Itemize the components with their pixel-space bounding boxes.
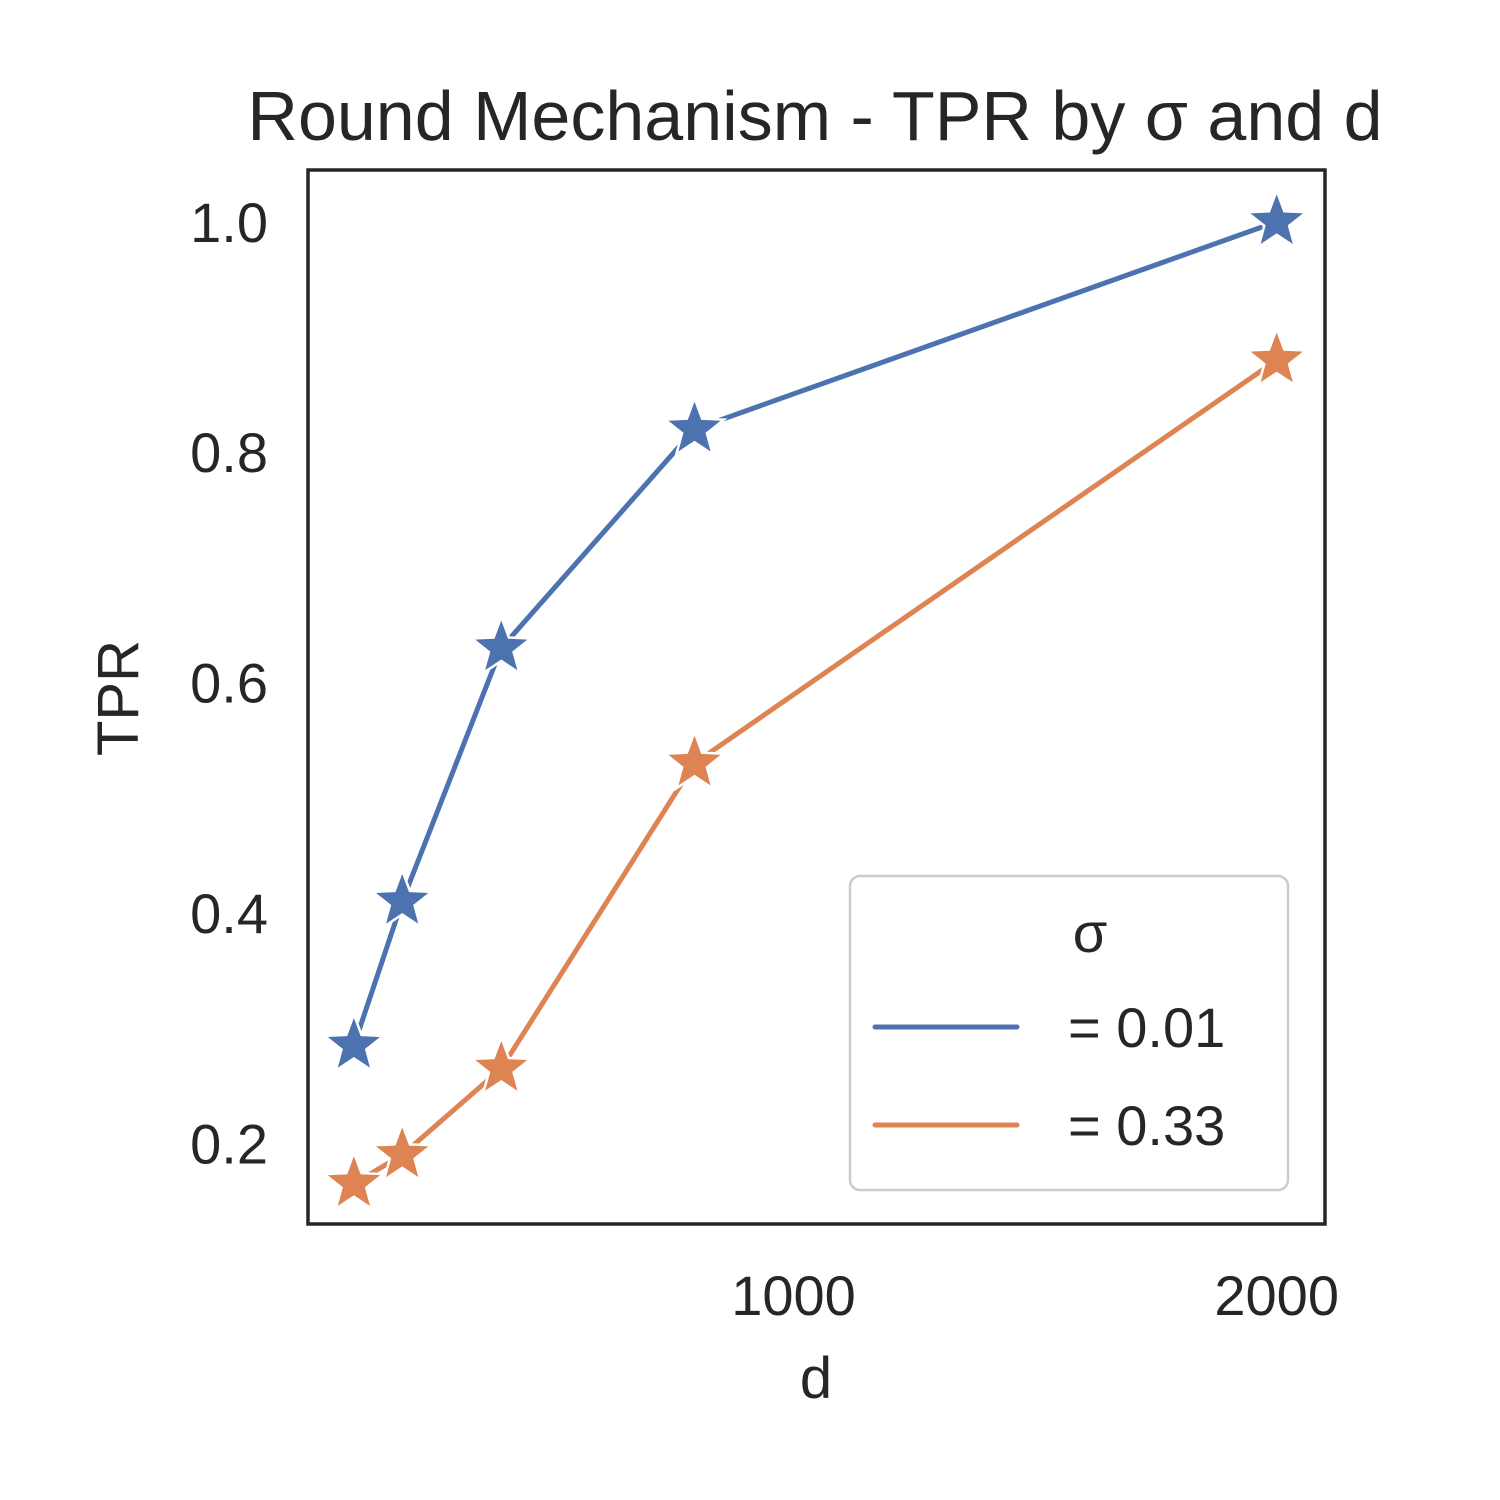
y-tick-label: 0.4 [190,882,268,945]
x-tick-label: 1000 [731,1264,856,1327]
legend-label: = 0.01 [1068,996,1225,1059]
data-point-star [468,1033,535,1097]
x-tick-labels: 1000 2000 [731,1264,1339,1327]
data-point-star [1243,325,1310,388]
data-point-star [468,613,535,677]
y-tick-label: 0.8 [190,421,268,484]
plot-frame [306,168,1327,1226]
chart-title: Round Mechanism - TPR by σ and d [247,77,1382,155]
x-tick-label: 2000 [1214,1264,1339,1327]
data-point-star [321,1010,387,1074]
y-tick-labels: 0.2 0.4 0.6 0.8 1.0 [190,191,268,1176]
data-point-star [320,1149,387,1212]
series-layer [320,187,1310,1212]
legend-box [848,874,1290,1192]
y-tick-label: 0.2 [190,1112,268,1175]
legend-label: = 0.33 [1068,1094,1225,1157]
legend-entries: = 0.01 = 0.33 [872,996,1225,1157]
legend-entry: = 0.33 [872,1094,1225,1157]
series-1 [321,187,1310,1074]
y-axis-label: TPR [86,640,151,756]
legend-entry: = 0.01 [872,996,1225,1059]
x-axis-label: d [800,1346,832,1411]
data-point-star [661,728,728,792]
data-point-star [369,866,436,930]
data-point-star [369,1120,436,1183]
series-2 [320,325,1310,1212]
legend: σ = 0.01 = 0.33 [848,874,1290,1192]
data-point-star [1243,187,1310,250]
legend-title: σ [1073,901,1108,964]
y-tick-label: 1.0 [190,191,268,254]
data-point-star [661,394,728,458]
y-tick-label: 0.6 [190,652,268,715]
